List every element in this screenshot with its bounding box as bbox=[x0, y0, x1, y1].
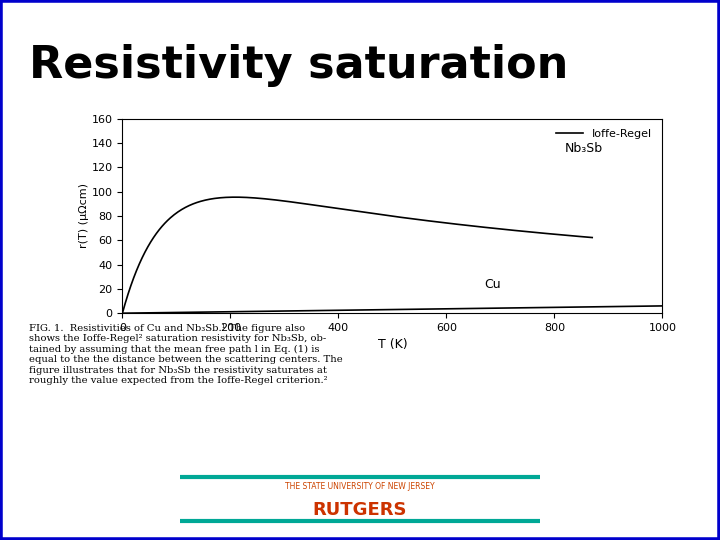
Text: Nb₃Sb: Nb₃Sb bbox=[565, 142, 603, 156]
Text: RUTGERS: RUTGERS bbox=[312, 501, 408, 518]
Text: Cu: Cu bbox=[485, 278, 501, 292]
Y-axis label: r(T) (μΩcm): r(T) (μΩcm) bbox=[78, 184, 89, 248]
Legend: Ioffe-Regel: Ioffe-Regel bbox=[552, 124, 657, 143]
Text: FIG. 1.  Resistivities of Cu and Nb₃Sb.¹ The figure also
shows the Ioffe-Regel² : FIG. 1. Resistivities of Cu and Nb₃Sb.¹ … bbox=[29, 324, 343, 385]
Text: Resistivity saturation: Resistivity saturation bbox=[29, 44, 568, 87]
Text: THE STATE UNIVERSITY OF NEW JERSEY: THE STATE UNIVERSITY OF NEW JERSEY bbox=[285, 482, 435, 490]
X-axis label: T (K): T (K) bbox=[377, 339, 408, 352]
